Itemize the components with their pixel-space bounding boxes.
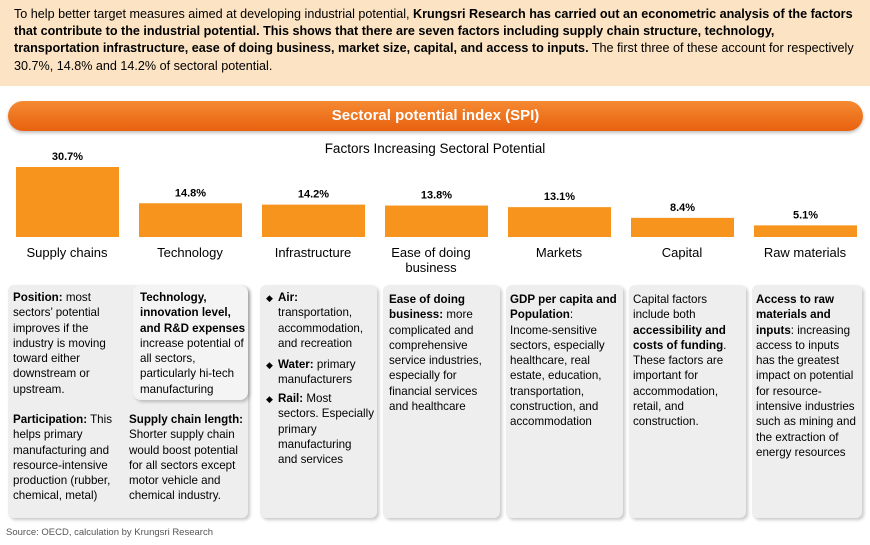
detail-infra-air: Air: transportation, accommodation, and … <box>278 290 374 351</box>
detail-capital-body-2: . These factors are important for accomm… <box>633 338 727 429</box>
bar-chart: 30.7% 14.8% 14.2% 13.8% 13.1% 8.4% 5.1% <box>16 151 857 237</box>
detail-supply-length-body: Shorter supply chain would boost potenti… <box>129 428 238 503</box>
value-label-infrastructure: 14.2% <box>298 189 329 201</box>
category-label-ease-of-doing-business: Ease of doing business <box>391 245 471 275</box>
detail-infra-rail-body: Most sectors. Especially primary manufac… <box>278 392 375 467</box>
detail-supply-position: Position: most sectors’ potential improv… <box>13 290 125 397</box>
detail-supply-participation-body: This helps primary manufacturing and res… <box>13 413 113 503</box>
value-label-capital: 8.4% <box>670 202 695 214</box>
value-label-technology: 14.8% <box>175 187 206 199</box>
detail-supply-position-heading: Position: <box>13 291 63 304</box>
intro-box: To help better target measures aimed at … <box>0 0 870 86</box>
value-label-supply-chains: 30.7% <box>52 151 83 163</box>
detail-ease-of-doing-business: Ease of doing business: more complicated… <box>389 292 497 414</box>
detail-capital: Capital factors include both accessibili… <box>633 292 741 430</box>
detail-supply-technology-heading: Technology, innovation level, and R&D ex… <box>140 291 246 335</box>
detail-infra-water-heading: Water: <box>278 358 314 371</box>
detail-supply-position-body: most sectors’ potential improves if the … <box>13 291 106 396</box>
category-label-technology: Technology <box>157 245 223 260</box>
bullet-icon: ◆ <box>266 394 273 404</box>
detail-infra-rail-heading: Rail: <box>278 392 304 405</box>
bar-ease-of-doing-business <box>385 205 488 237</box>
detail-supply-length-heading: Supply chain length: <box>129 413 244 426</box>
detail-infra-air-body: transportation, accommodation, and recre… <box>278 306 364 350</box>
detail-infra-water: Water: primary manufacturers <box>278 357 374 388</box>
bar-infrastructure <box>262 204 365 237</box>
detail-raw-heading: Access to raw materials and inputs <box>756 293 834 337</box>
bar-technology <box>139 203 242 237</box>
detail-infra-rail: Rail: Most sectors. Especially primary m… <box>278 391 374 467</box>
detail-box-raw-materials <box>752 285 862 518</box>
detail-infra-water-body: primary manufacturers <box>278 358 356 387</box>
source-note: Source: OECD, calculation by Krungsri Re… <box>6 527 213 538</box>
detail-supply-participation-heading: Participation: <box>13 413 88 426</box>
detail-supply-technology: Technology, innovation level, and R&D ex… <box>140 290 246 397</box>
spi-banner: Sectoral potential index (SPI) <box>8 101 863 131</box>
detail-markets: GDP per capita and Population: Income-se… <box>510 292 618 430</box>
detail-box-markets <box>506 285 623 518</box>
detail-markets-heading: GDP per capita and Population <box>510 293 617 322</box>
category-label-infrastructure: Infrastructure <box>274 245 352 260</box>
detail-box-ease-of-doing-business <box>383 285 500 518</box>
detail-supply-length: Supply chain length: Shorter supply chai… <box>129 412 245 504</box>
detail-box-technology <box>133 285 248 400</box>
detail-supply-technology-body: increase potential of all sectors, parti… <box>140 336 244 396</box>
bullet-icon: ◆ <box>266 360 273 370</box>
category-label-capital: Capital <box>661 245 703 260</box>
detail-box-infrastructure <box>260 285 377 518</box>
intro-bold-text: Krungsri Research has carried out an eco… <box>14 7 853 56</box>
bar-supply-chains <box>16 167 119 237</box>
detail-ease-heading: Ease of doing business: <box>389 293 466 322</box>
detail-capital-body-1: Capital factors include both <box>633 293 708 322</box>
category-label-markets: Markets <box>535 245 583 260</box>
detail-ease-body: more complicated and comprehensive servi… <box>389 308 482 414</box>
detail-infra-air-heading: Air: <box>278 291 298 304</box>
bar-raw-materials <box>754 225 857 237</box>
detail-markets-body: : Income-sensitive sectors, especially h… <box>510 308 605 429</box>
value-label-markets: 13.1% <box>544 191 575 203</box>
detail-capital-heading: accessibility and costs of funding <box>633 323 726 352</box>
value-label-ease-of-doing-business: 13.8% <box>421 190 452 202</box>
intro-text: To help better target measures aimed at … <box>14 7 414 21</box>
category-label-supply-chains: Supply chains <box>26 245 108 260</box>
bar-markets <box>508 207 611 237</box>
intro-text-end: The first three of these account for res… <box>14 41 854 73</box>
category-label-raw-materials: Raw materials <box>763 245 847 260</box>
detail-supply-participation: Participation: This helps primary manufa… <box>13 412 125 504</box>
detail-box-capital <box>629 285 746 518</box>
detail-raw-materials: Access to raw materials and inputs: incr… <box>756 292 860 460</box>
bar-capital <box>631 217 734 237</box>
bullet-icon: ◆ <box>266 293 273 303</box>
value-label-raw-materials: 5.1% <box>793 209 818 221</box>
detail-raw-body: : increasing access to inputs has the gr… <box>756 323 856 459</box>
chart-title: Factors Increasing Sectoral Potential <box>324 141 546 156</box>
